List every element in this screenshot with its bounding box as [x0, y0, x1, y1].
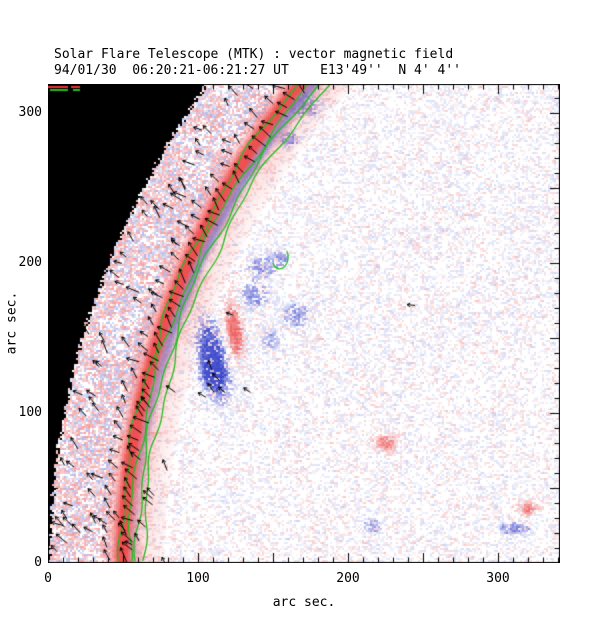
x-tick-label: 100: [186, 571, 210, 586]
chart-title: Solar Flare Telescope (MTK) : vector mag…: [54, 47, 454, 62]
x-tick-label: 300: [486, 571, 510, 586]
x-tick-label: 0: [44, 571, 52, 586]
y-tick-label: 300: [18, 105, 42, 120]
y-tick-label: 100: [18, 405, 42, 420]
y-axis-label: arc sec.: [4, 291, 20, 355]
chart-subtitle: 94/01/30 06:20:21-06:21:27 UT E13'49'' N…: [54, 63, 461, 78]
plot-area: [48, 84, 560, 563]
y-tick-label: 200: [18, 255, 42, 270]
x-axis-label: arc sec.: [272, 595, 336, 610]
y-tick-label: 0: [34, 555, 42, 570]
x-tick-label: 200: [336, 571, 360, 586]
